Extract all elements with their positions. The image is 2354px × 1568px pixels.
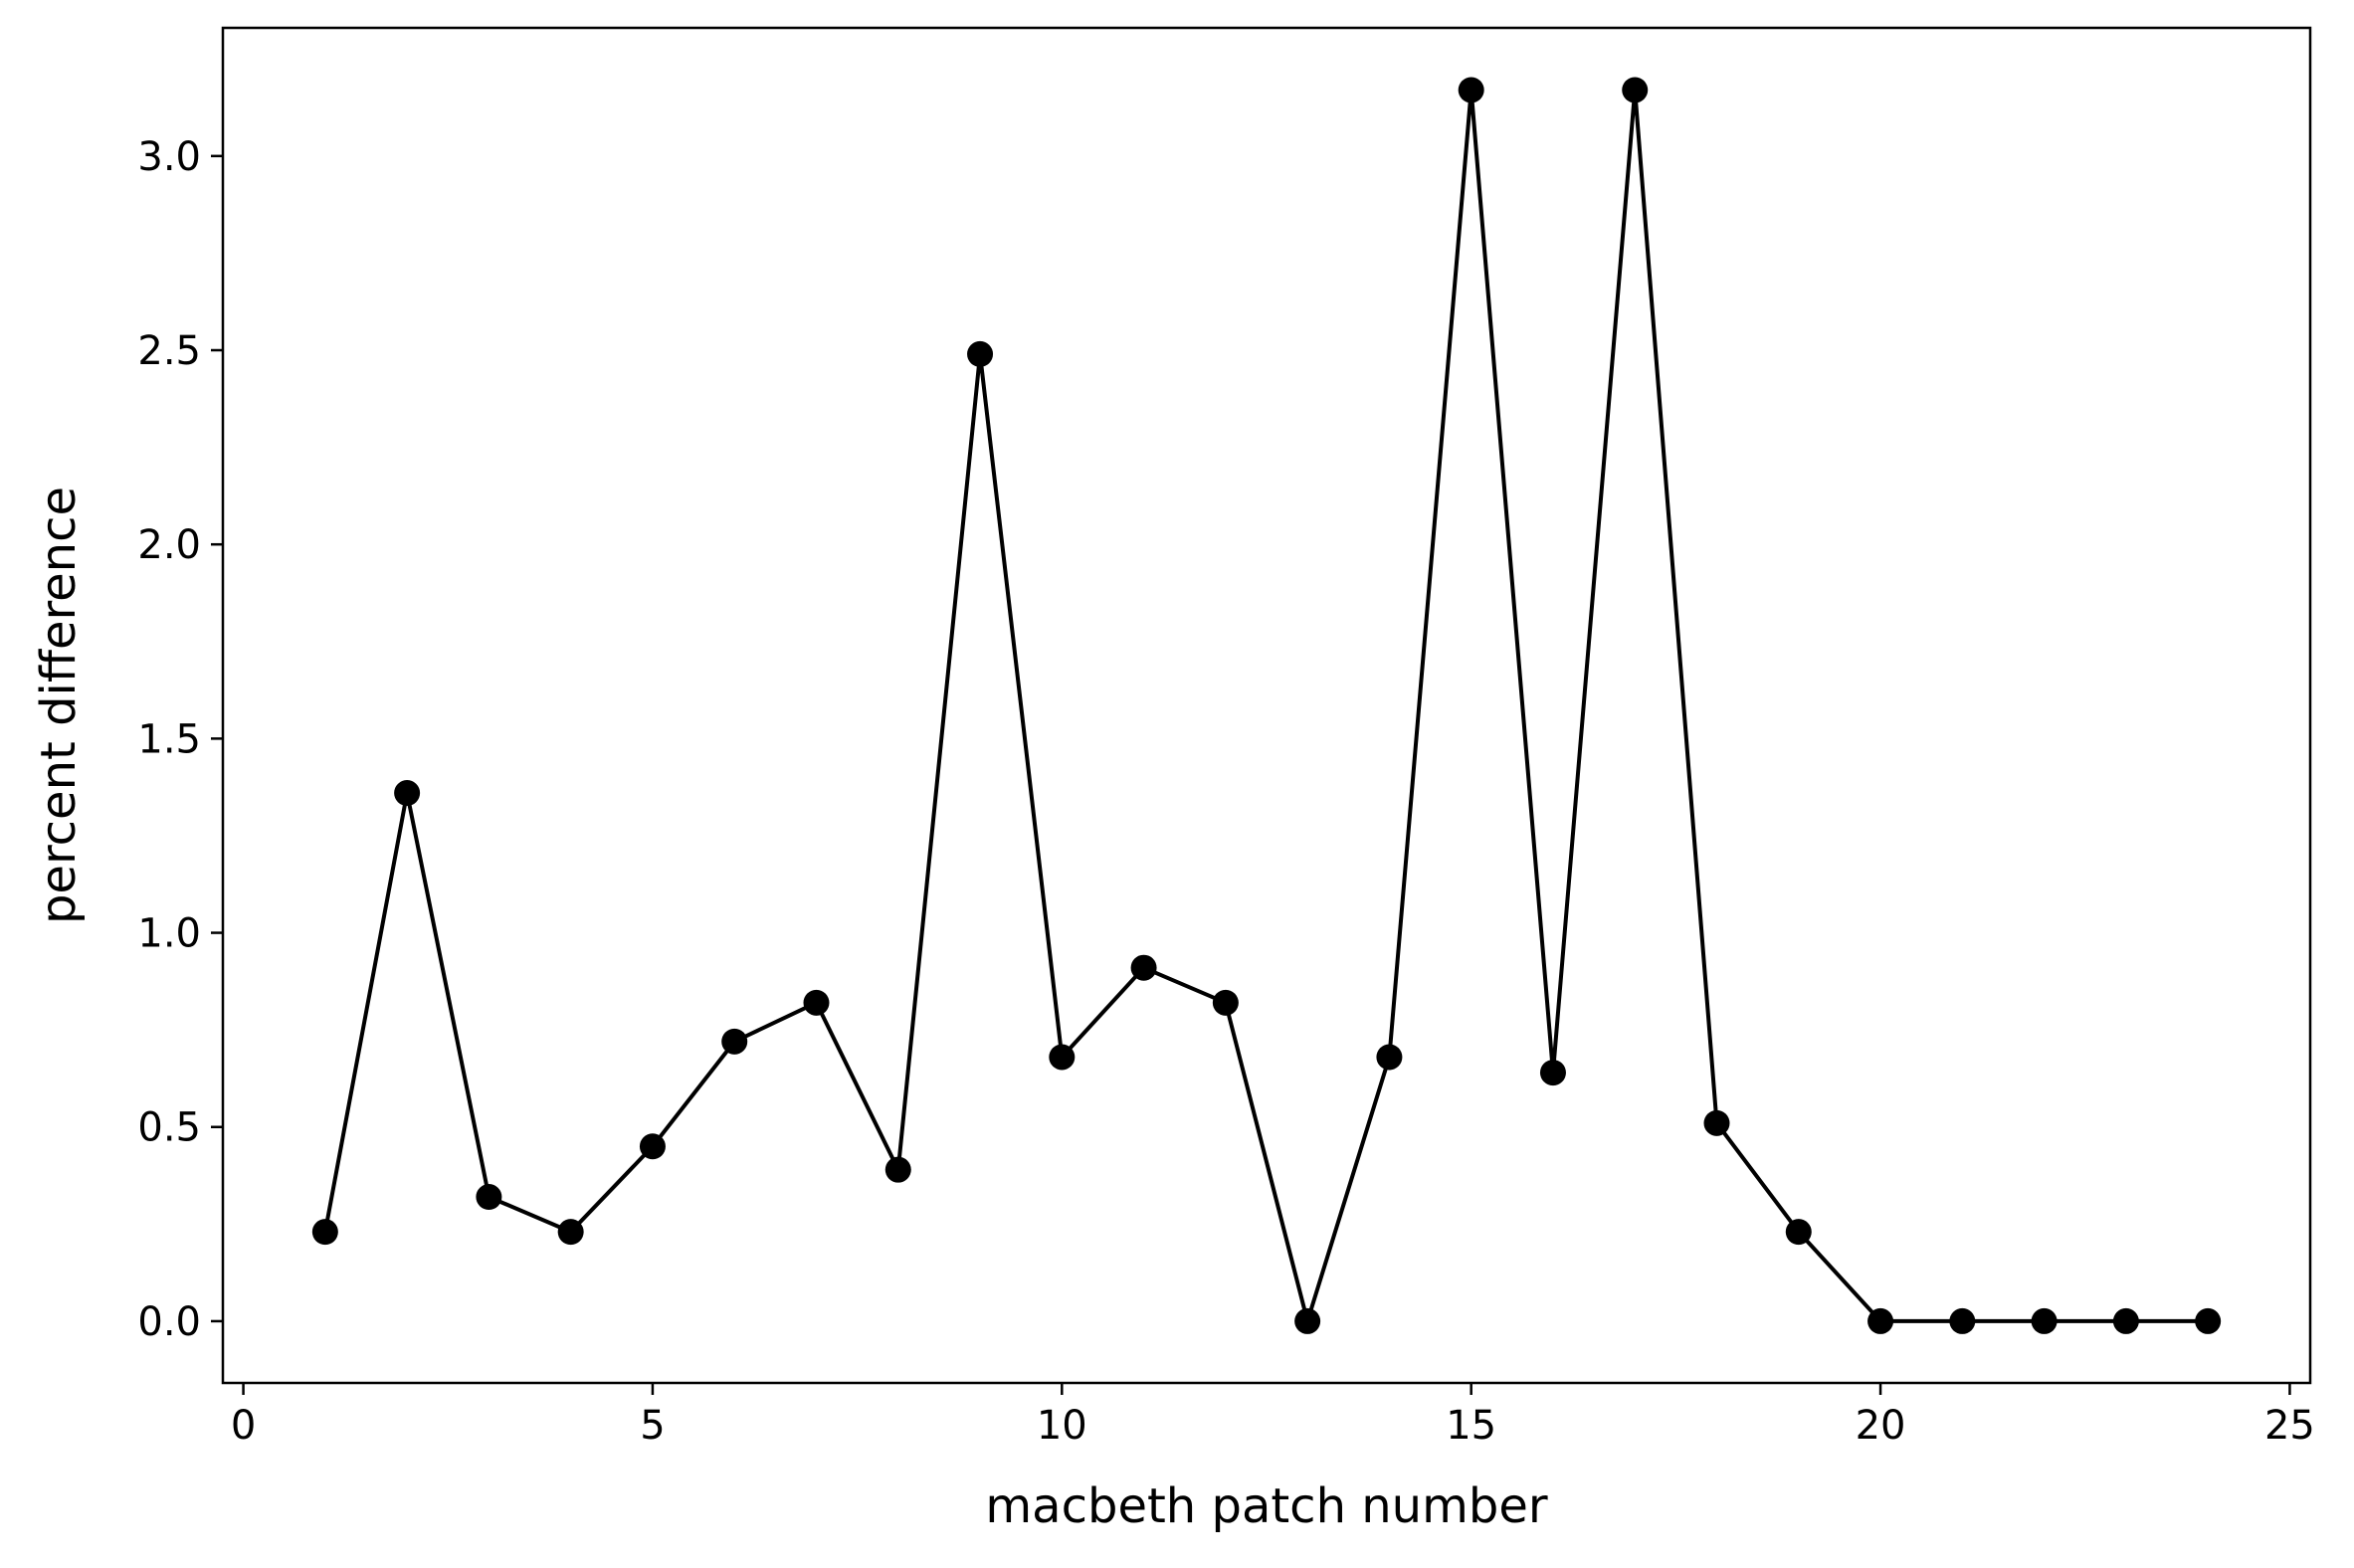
- x-tick-label: 20: [1856, 1403, 1906, 1449]
- y-tick-label: 2.0: [137, 522, 201, 568]
- data-point: [1294, 1307, 1321, 1334]
- data-point: [1785, 1219, 1812, 1246]
- data-point: [884, 1156, 911, 1183]
- plot-frame: [221, 26, 2312, 1385]
- x-tick-label: 10: [1037, 1403, 1087, 1449]
- data-point: [1867, 1307, 1894, 1334]
- series-line: [322, 88, 2209, 1323]
- data-point: [1539, 1060, 1566, 1086]
- x-tick-label: 5: [640, 1403, 665, 1449]
- y-axis-label: percent difference: [31, 487, 87, 924]
- x-axis: 0 5 10 15 20 25: [231, 1383, 2315, 1449]
- x-axis-label: macbeth patch number: [985, 1478, 1547, 1534]
- data-point: [476, 1184, 502, 1211]
- y-tick-label: 1.0: [137, 911, 201, 957]
- series-layer: [311, 77, 2222, 1334]
- data-point: [721, 1028, 748, 1055]
- data-point: [2195, 1307, 2222, 1334]
- data-point: [2031, 1307, 2058, 1334]
- data-point: [1130, 954, 1157, 981]
- data-point: [311, 1219, 338, 1246]
- data-point: [1212, 989, 1239, 1016]
- y-tick-label: 2.5: [137, 328, 201, 374]
- data-point: [1949, 1307, 1976, 1334]
- data-point: [1458, 77, 1484, 103]
- y-axis: 0.0 0.5 1.0 1.5 2.0 2.5 3.0: [137, 134, 223, 1345]
- data-point: [557, 1219, 584, 1246]
- y-tick-label: 0.5: [137, 1105, 201, 1151]
- y-tick-label: 1.5: [137, 716, 201, 762]
- data-point: [1376, 1044, 1403, 1071]
- data-point: [2112, 1307, 2139, 1334]
- x-tick-label: 0: [231, 1403, 256, 1449]
- data-point: [803, 989, 830, 1016]
- x-tick-label: 15: [1446, 1403, 1496, 1449]
- data-point: [639, 1133, 666, 1160]
- data-point: [1049, 1044, 1076, 1071]
- data-point: [1622, 77, 1649, 103]
- x-tick-label: 25: [2264, 1403, 2315, 1449]
- data-point: [1703, 1109, 1730, 1136]
- data-point: [394, 780, 421, 807]
- data-point: [967, 340, 994, 367]
- y-tick-label: 3.0: [137, 134, 201, 180]
- y-tick-label: 0.0: [137, 1299, 201, 1345]
